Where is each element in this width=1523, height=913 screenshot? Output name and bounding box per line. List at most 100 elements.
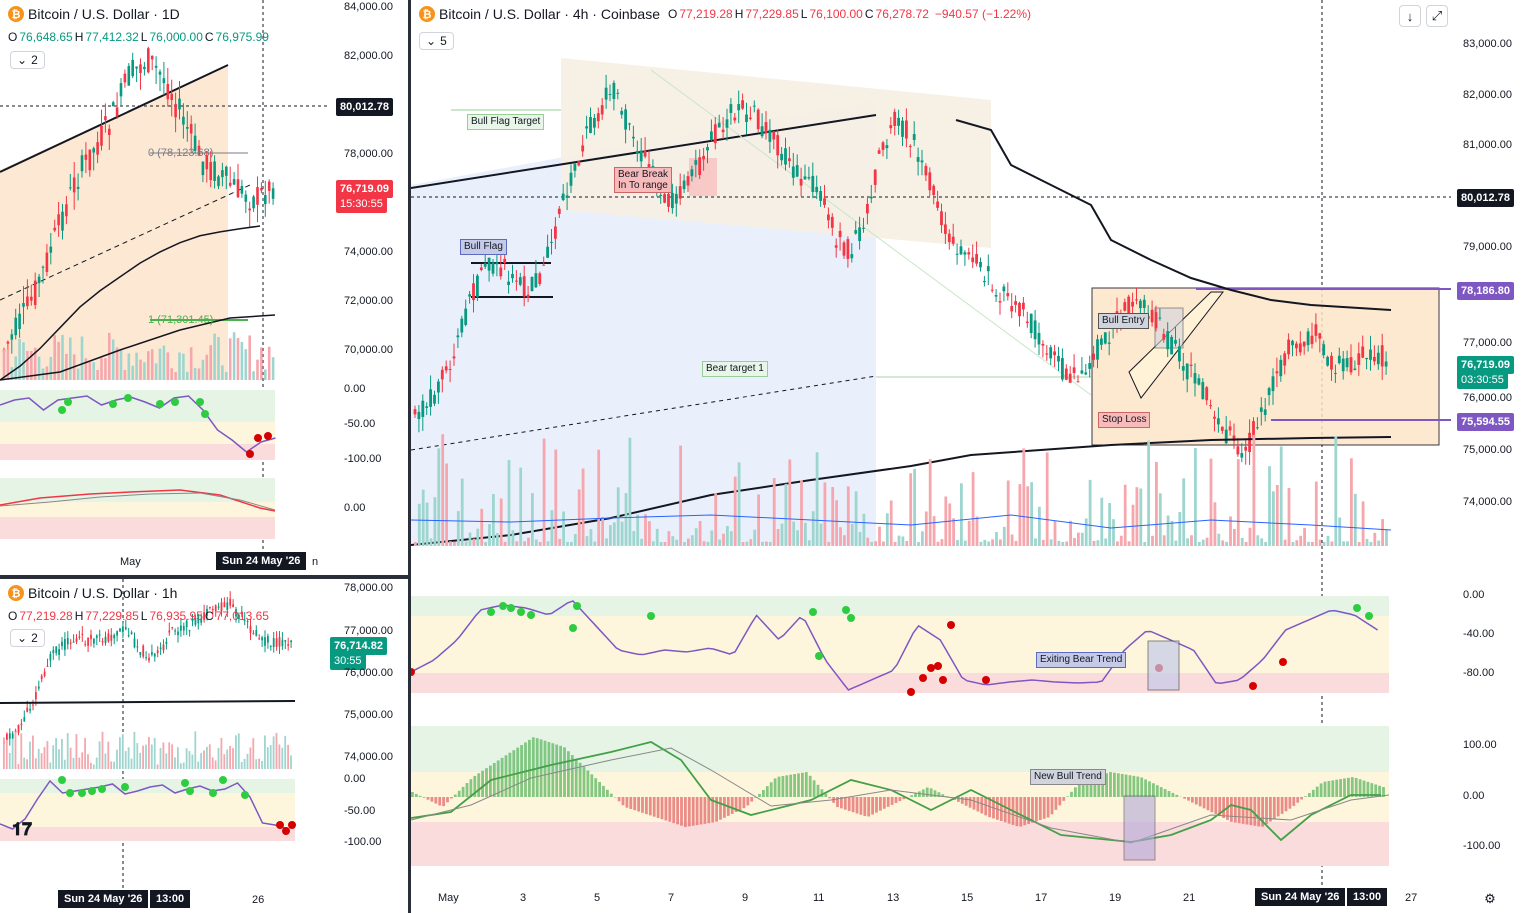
hourly-candle	[40, 675, 43, 680]
hourly-volume-bar	[156, 764, 159, 769]
main-candle	[452, 356, 456, 359]
hourly-volume-bar	[127, 747, 130, 769]
main-candle	[620, 110, 624, 115]
note-bull-flag-target[interactable]: Bull Flag Target	[467, 114, 545, 130]
hourly-candle	[272, 638, 275, 648]
download-icon[interactable]: ↓	[1399, 5, 1421, 27]
main-candle	[698, 157, 702, 175]
main-macd-hist-bar	[703, 797, 707, 824]
hourly-volume-bar	[290, 755, 292, 769]
daily-volume-bar	[166, 352, 170, 380]
main-volume-bar	[819, 523, 823, 546]
hourly-chart-pane[interactable]: ₿ Bitcoin / U.S. Dollar · 1h O 77,219.28 …	[0, 579, 408, 913]
daily-volume-bar	[232, 332, 236, 380]
main-macd-hist-bar	[789, 774, 793, 797]
hourly-volume-bar	[124, 751, 127, 769]
gear-icon[interactable]: ⚙	[1479, 888, 1501, 910]
main-candle	[873, 169, 877, 185]
hourly-candle	[133, 638, 136, 648]
main-volume-bar	[1147, 440, 1150, 546]
hourly-volume-bar	[14, 731, 17, 769]
main-volume-bar	[843, 535, 846, 546]
hourly-volume-bar	[255, 759, 258, 769]
main-volume-bar	[507, 460, 511, 546]
daily-candle	[271, 188, 275, 199]
main-candle	[1267, 388, 1271, 396]
main-macd-hist-bar	[1003, 797, 1007, 823]
main-candle	[1357, 353, 1361, 365]
main-volume-bar	[874, 541, 877, 546]
main-volume-bar	[921, 531, 924, 546]
main-macd-hist-bar	[1035, 797, 1038, 822]
hourly-osc-bear-dot	[282, 827, 290, 835]
hourly-indicator-toggle[interactable]: ⌄ 2	[10, 629, 45, 647]
main-osc-bull-dot	[487, 608, 495, 616]
main-indicator-toggle[interactable]: ⌄ 5	[419, 32, 454, 50]
main-candle	[628, 123, 631, 125]
main-volume-bar	[800, 480, 803, 546]
daily-volume-bar	[264, 369, 267, 380]
main-macd-hist-bar	[879, 797, 882, 811]
fullscreen-icon[interactable]: ⤢	[1426, 5, 1448, 27]
main-volume-bar	[546, 541, 550, 546]
main-last-price: 76,719.09	[1457, 356, 1514, 374]
hourly-volume-bar	[266, 747, 269, 769]
main-candle	[967, 252, 971, 255]
main-macd-hist-bar	[1230, 797, 1233, 822]
daily-volume-bar	[256, 359, 259, 380]
daily-candle	[61, 211, 64, 231]
main-volume-bar	[554, 449, 558, 546]
daily-volume-bar	[65, 354, 68, 380]
main-volume-bar	[640, 538, 643, 546]
main-candle	[612, 82, 616, 99]
main-macd-hist-bar	[871, 797, 874, 815]
main-macd-hist-bar	[1097, 775, 1101, 797]
note-bear-target[interactable]: Bear target 1	[702, 361, 768, 377]
hourly-volume-bar	[217, 747, 220, 769]
main-macd-hist-bar	[1116, 773, 1120, 797]
main-volume-bar	[445, 463, 448, 546]
hourly-ohlc: O 77,219.28 H 77,229.85 L 76,935.95 C 77,013…	[8, 609, 269, 623]
note-bear-break[interactable]: Bear Break In To range	[614, 167, 673, 193]
hourly-candle	[46, 666, 49, 668]
main-osc-bull-dot	[809, 608, 817, 616]
note-exiting-bear[interactable]: Exiting Bear Trend	[1036, 652, 1127, 668]
hourly-volume-bar	[287, 744, 289, 769]
daily-indicator-toggle[interactable]: ⌄ 2	[10, 51, 45, 69]
daily-volume-bar	[228, 338, 232, 380]
main-macd-top-zone	[411, 726, 1389, 772]
main-candle	[1018, 302, 1021, 317]
main-candle	[569, 172, 573, 186]
hourly-volume-bar	[43, 747, 46, 769]
main-volume-bar	[1057, 540, 1061, 546]
daily-chart-pane[interactable]: ₿ Bitcoin / U.S. Dollar · 1D O 76,648.65 …	[0, 0, 408, 575]
note-bull-flag[interactable]: Bull Flag	[460, 239, 507, 255]
main-volume-bar	[831, 487, 835, 546]
vertical-divider[interactable]	[408, 0, 411, 913]
main-volume-bar	[1065, 541, 1069, 546]
daily-macd-signal	[0, 492, 276, 511]
hourly-candle	[26, 707, 29, 712]
main-candle	[928, 172, 932, 191]
main-candle	[862, 227, 865, 229]
main-macd-hist-bar	[594, 778, 598, 797]
main-macd-hist-bar	[1159, 787, 1163, 797]
note-bull-entry[interactable]: Bull Entry	[1098, 313, 1149, 329]
main-4h-chart-pane[interactable]: ₿ Bitcoin / U.S. Dollar · 4h · Coinbase …	[411, 0, 1523, 913]
main-macd-hist-bar	[1066, 796, 1069, 797]
horizontal-divider[interactable]	[0, 575, 408, 579]
tradingview-logo[interactable]: 𝟏𝟕	[12, 819, 33, 840]
main-macd-hist-bar	[1214, 797, 1218, 815]
daily-volume-bar	[123, 369, 127, 380]
note-new-bull[interactable]: New Bull Trend	[1030, 769, 1106, 785]
main-axis-4: 79,000.00	[1463, 241, 1512, 253]
daily-axis-1: 82,000.00	[344, 50, 393, 62]
main-candle	[444, 366, 448, 371]
main-volume-bar	[1151, 535, 1154, 546]
main-volume-bar	[1217, 533, 1221, 546]
main-candle	[433, 394, 436, 404]
daily-channel-top	[0, 64, 229, 173]
daily-candle	[84, 154, 88, 160]
note-stop-loss[interactable]: Stop Loss	[1098, 412, 1151, 428]
main-candle	[1033, 320, 1037, 340]
